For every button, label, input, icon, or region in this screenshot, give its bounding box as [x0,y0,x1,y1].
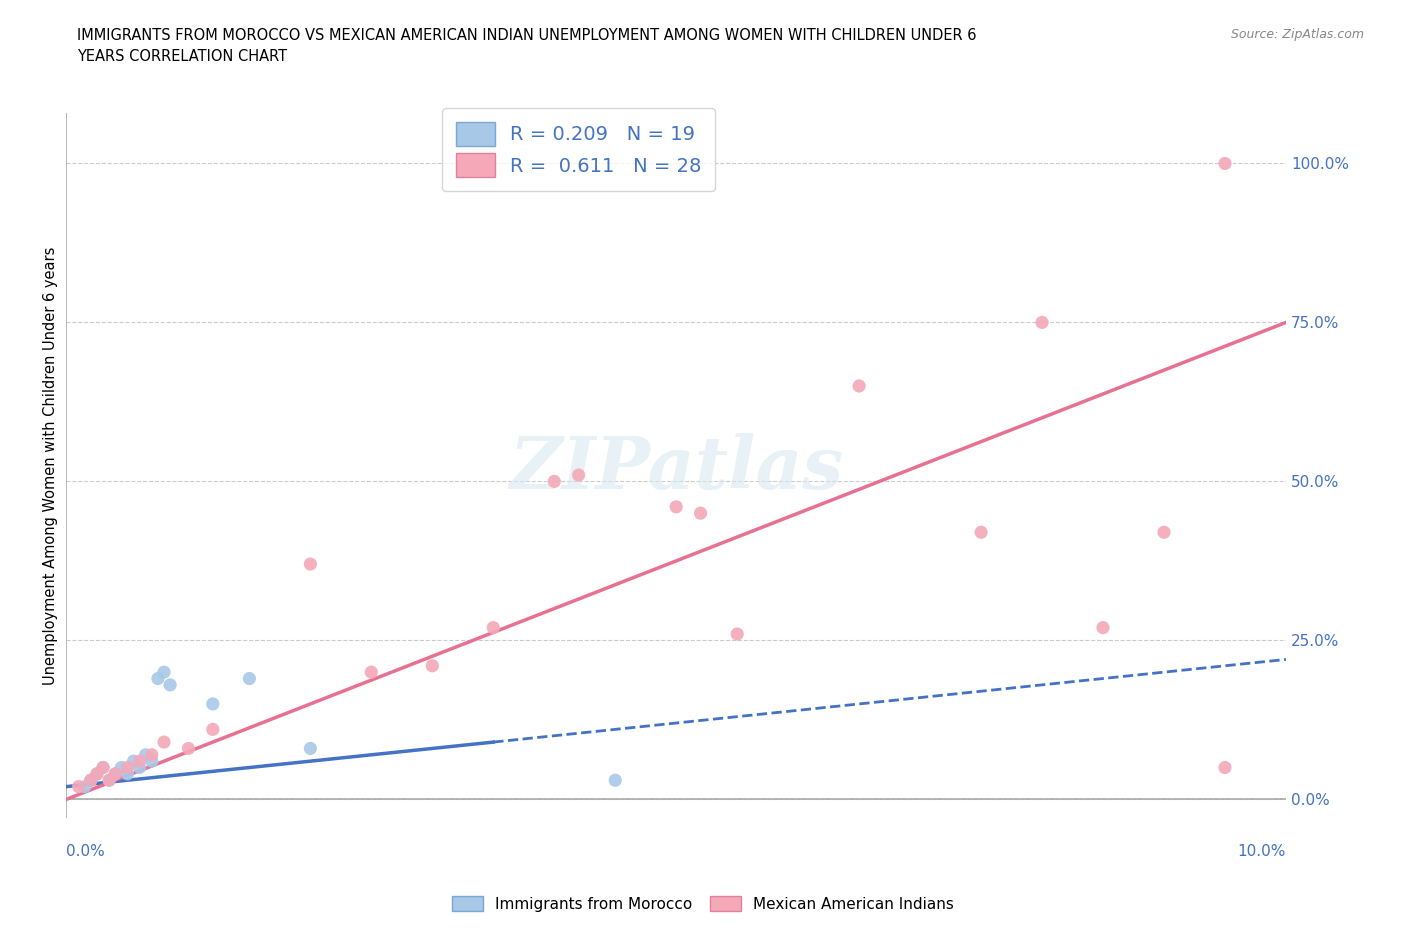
Point [117,766,139,781]
Point [110,760,132,775]
Point [80,773,103,788]
Point [238,671,260,686]
Y-axis label: Unemployment Among Women with Children Under 6 years: Unemployment Among Women with Children U… [44,246,58,684]
Point [848,379,870,393]
Legend: R = 0.209   N = 19, R =  0.611   N = 28: R = 0.209 N = 19, R = 0.611 N = 28 [441,108,716,191]
Point [128,753,150,768]
Point [1092,620,1115,635]
Text: ZIPatlas: ZIPatlas [509,433,844,504]
Point [1213,760,1236,775]
Point [299,741,322,756]
Point [360,665,382,680]
Point [104,766,127,781]
Point [122,753,145,768]
Point [98,773,121,788]
Legend: Immigrants from Morocco, Mexican American Indians: Immigrants from Morocco, Mexican America… [446,889,960,918]
Point [420,658,443,673]
Point [543,474,565,489]
Point [299,557,322,572]
Point [1031,315,1053,330]
Point [146,671,169,686]
Point [153,735,176,750]
Point [177,741,200,756]
Point [1153,525,1175,539]
Point [970,525,993,539]
Point [201,722,224,737]
Point [568,468,591,483]
Point [605,773,627,788]
Point [665,499,688,514]
Point [117,760,139,775]
Point [67,779,90,794]
Point [128,760,150,775]
Point [725,627,748,642]
Point [141,753,163,768]
Point [80,773,103,788]
Point [141,748,163,763]
Point [86,766,108,781]
Point [482,620,505,635]
Point [86,766,108,781]
Point [91,760,114,775]
Point [689,506,711,521]
Text: IMMIGRANTS FROM MOROCCO VS MEXICAN AMERICAN INDIAN UNEMPLOYMENT AMONG WOMEN WITH: IMMIGRANTS FROM MOROCCO VS MEXICAN AMERI… [77,28,977,64]
Point [73,779,96,794]
Point [91,760,114,775]
Text: Source: ZipAtlas.com: Source: ZipAtlas.com [1230,28,1364,41]
Point [159,677,181,692]
Point [98,773,121,788]
Text: 10.0%: 10.0% [1237,844,1286,858]
Point [201,697,224,711]
Point [1213,156,1236,171]
Text: 0.0%: 0.0% [66,844,105,858]
Point [135,748,157,763]
Point [153,665,176,680]
Point [104,766,127,781]
